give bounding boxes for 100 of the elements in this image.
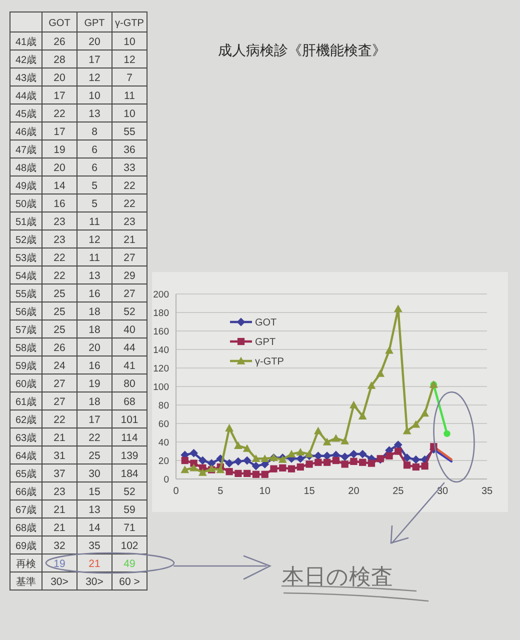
point <box>198 468 207 476</box>
data-label: 20 <box>54 162 66 174</box>
point <box>444 430 450 438</box>
data-label: 22 <box>54 270 66 282</box>
data-label: 30 <box>88 468 100 480</box>
point <box>394 440 402 449</box>
point <box>180 466 190 474</box>
y-tick-label: 59歳 <box>15 360 37 372</box>
point <box>314 426 322 434</box>
data-label: 21 <box>54 432 66 444</box>
data-label: 55 <box>124 126 136 138</box>
data-label: 35 <box>88 540 100 552</box>
data-label: 80 <box>124 378 136 390</box>
x-tick-label: 15 <box>304 486 316 497</box>
data-label: 25 <box>88 450 100 462</box>
data-label: 32 <box>54 540 66 552</box>
y-tick-label: 120 <box>153 364 169 374</box>
data-label: 7 <box>126 72 133 84</box>
y-tick-label: 基準 <box>16 576 36 588</box>
data-label: 21 <box>54 522 66 534</box>
y-tick-label: 160 <box>153 326 169 338</box>
point <box>350 458 358 465</box>
data-label: 17 <box>88 54 100 66</box>
data-label: 11 <box>89 252 100 264</box>
y-tick-label: 47歳 <box>15 144 37 156</box>
point <box>322 438 332 446</box>
point <box>252 470 260 478</box>
point <box>260 454 270 462</box>
data-label: 22 <box>124 198 136 210</box>
y-tick-label: 56歳 <box>15 306 37 318</box>
data-label: 23 <box>54 486 66 498</box>
y-tick-label: 45歳 <box>15 108 37 120</box>
point <box>234 442 242 450</box>
data-label: 5 <box>92 198 98 210</box>
data-label: 20 <box>88 36 100 48</box>
data-label: 19 <box>88 378 100 390</box>
legend-label: GOT <box>255 318 277 328</box>
data-label: 27 <box>124 252 136 264</box>
y-tick-label: 60 <box>158 419 169 430</box>
data-label: 11 <box>124 90 136 102</box>
y-tick-label: 58歳 <box>15 342 37 354</box>
data-label: 16 <box>88 288 100 300</box>
y-tick-label: 67歳 <box>15 504 37 516</box>
data-label: 20 <box>88 342 100 354</box>
y-tick-label: 52歳 <box>15 234 37 246</box>
data-label: 11 <box>89 216 100 228</box>
data-label: 21 <box>88 558 100 570</box>
y-tick-label: 65歳 <box>15 468 37 480</box>
y-tick-label: 44歳 <box>15 90 37 102</box>
point <box>270 465 278 472</box>
data-label: 13 <box>88 504 100 516</box>
data-label: 22 <box>54 252 66 264</box>
point <box>367 381 376 389</box>
point <box>332 456 340 464</box>
data-label: 184 <box>120 468 138 480</box>
y-tick-label: 43歳 <box>15 72 37 84</box>
y-tick-label: 57歳 <box>15 324 37 336</box>
data-label: 27 <box>54 378 66 390</box>
y-tick-label: 40 <box>158 438 169 448</box>
point <box>350 450 358 458</box>
data-label: 22 <box>54 414 66 426</box>
data-label: 13 <box>88 270 100 282</box>
x-tick-label: 0 <box>173 486 180 497</box>
point <box>350 400 358 408</box>
y-tick-label: 140 <box>153 345 169 356</box>
y-tick-label: 再検 <box>16 558 36 570</box>
data-label: 31 <box>54 450 66 462</box>
data-label: 71 <box>124 522 136 534</box>
data-label: 139 <box>120 450 138 462</box>
data-label: 25 <box>54 288 66 300</box>
point <box>385 346 394 354</box>
y-tick-label: 60歳 <box>15 378 37 390</box>
point <box>261 470 268 478</box>
data-label: 41 <box>124 360 136 372</box>
data-label: 22 <box>54 108 66 120</box>
x-tick-label: 25 <box>392 486 404 497</box>
y-tick-label: 46歳 <box>15 126 37 138</box>
point <box>252 462 260 470</box>
data-label: 27 <box>54 396 66 408</box>
data-label: 12 <box>88 234 100 246</box>
data-label: 52 <box>124 486 136 498</box>
annotation: 30> <box>86 576 104 588</box>
point <box>340 436 350 444</box>
point <box>244 470 251 478</box>
point <box>252 454 260 462</box>
data-label: 40 <box>124 324 136 336</box>
point <box>305 450 314 458</box>
y-tick-label: 20 <box>158 456 169 467</box>
data-label: 17 <box>54 90 66 102</box>
data-label: 12 <box>88 72 100 84</box>
point <box>288 465 296 472</box>
point <box>412 463 420 471</box>
legend-label: GPT <box>255 337 276 348</box>
point <box>340 452 350 461</box>
data-label: 17 <box>88 414 100 426</box>
data-label: 20 <box>54 72 66 84</box>
y-tick-label: 55歳 <box>15 288 37 300</box>
data-label: 23 <box>54 234 66 246</box>
point <box>420 409 429 417</box>
data-label: 44 <box>124 342 136 354</box>
